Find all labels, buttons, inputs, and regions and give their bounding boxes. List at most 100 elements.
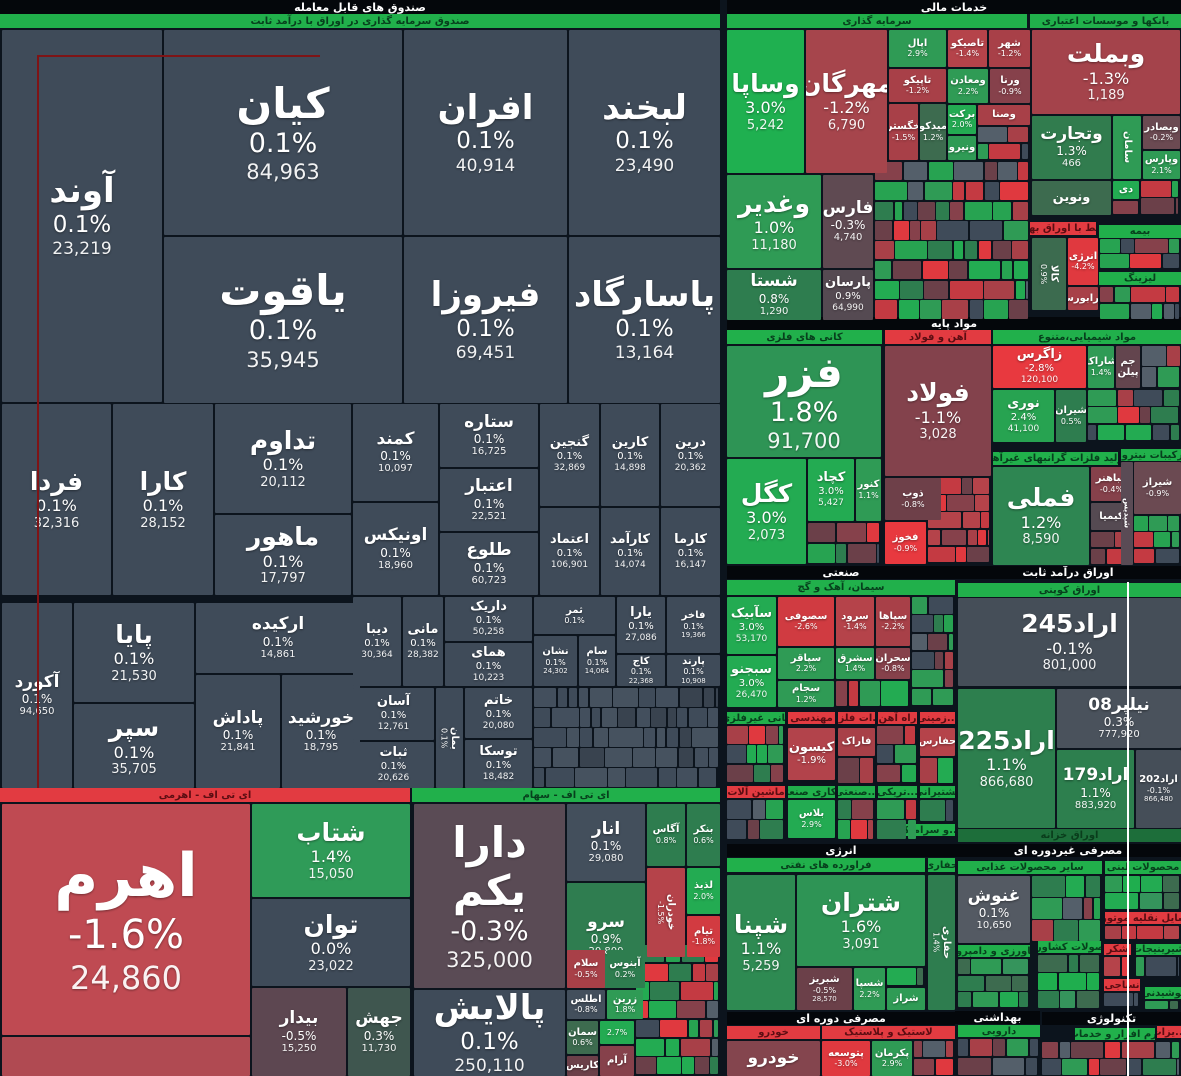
stock-tile[interactable]: سلام -0.5% — [567, 950, 605, 988]
micro-tile[interactable] — [881, 681, 909, 706]
micro-tile[interactable] — [709, 748, 719, 767]
micro-tile[interactable] — [953, 241, 964, 260]
micro-tile[interactable] — [1088, 407, 1117, 424]
micro-tile[interactable] — [727, 726, 748, 744]
stock-tile[interactable]: فاخر 0.1% 19,366 — [667, 597, 720, 653]
micro-tile[interactable] — [1141, 181, 1171, 197]
stock-tile[interactable]: نوری 2.4% 41,100 — [993, 390, 1054, 442]
micro-tile[interactable] — [779, 726, 784, 744]
sector-bar[interactable]: سیمان، آهک و گچ — [727, 580, 955, 595]
sector-bar[interactable]: راه آهن — [878, 712, 917, 724]
stock-tile[interactable]: شسپا 2.2% — [854, 968, 885, 1010]
micro-tile[interactable] — [1091, 532, 1114, 547]
micro-tile[interactable] — [1083, 898, 1093, 919]
micro-tile[interactable] — [1032, 920, 1053, 941]
micro-tile[interactable] — [904, 726, 915, 744]
micro-tile[interactable] — [1163, 303, 1174, 319]
stock-tile[interactable]: پایا 0.1% 21,530 — [74, 603, 194, 702]
micro-tile[interactable] — [1168, 516, 1180, 531]
stock-tile[interactable]: خودرو — [727, 1041, 820, 1076]
micro-tile[interactable] — [984, 280, 1015, 299]
stock-tile[interactable]: سام 0.1% 14,064 — [579, 636, 615, 686]
micro-tile[interactable] — [534, 748, 552, 767]
micro-tile[interactable] — [727, 800, 752, 819]
stock-tile[interactable]: زرین 1.8% — [607, 990, 643, 1019]
micro-tile[interactable] — [608, 768, 625, 787]
micro-tile[interactable] — [978, 143, 988, 159]
micro-tile[interactable] — [1100, 1059, 1126, 1075]
micro-tile[interactable] — [1079, 920, 1101, 941]
sector-bar[interactable]: سرمایه گذاری — [727, 14, 1027, 28]
sector-bar[interactable]: ...رکیبات نیتروژن — [1121, 449, 1181, 461]
stock-tile[interactable]: آبنوس 0.2% — [607, 950, 643, 988]
micro-tile[interactable] — [677, 708, 688, 727]
micro-tile[interactable] — [1042, 1042, 1059, 1058]
micro-tile[interactable] — [1134, 532, 1153, 548]
stock-tile[interactable]: کنور 1.1% — [856, 459, 881, 521]
micro-tile[interactable] — [665, 1038, 680, 1056]
stock-tile[interactable]: شپنا 1.1% 5,259 — [727, 875, 795, 1010]
micro-tile[interactable] — [836, 543, 847, 563]
micro-tile[interactable] — [1087, 973, 1100, 990]
micro-tile[interactable] — [1104, 993, 1133, 1006]
sector-bar[interactable]: کشاورزی و دامپروری — [958, 945, 1030, 957]
micro-tile[interactable] — [575, 768, 607, 787]
micro-tile[interactable] — [892, 260, 922, 279]
micro-tile[interactable] — [912, 615, 933, 633]
micro-tile[interactable] — [969, 221, 1003, 240]
stock-tile[interactable]: وتجارت 1.3% 466 — [1032, 116, 1111, 179]
stock-tile[interactable]: پارند 0.1% 10,908 — [667, 655, 720, 686]
stock-tile[interactable]: کارین 0.1% 14,898 — [601, 404, 659, 506]
micro-tile[interactable] — [967, 546, 990, 563]
sector-bar[interactable]: کشتیرانی — [920, 786, 955, 798]
micro-tile[interactable] — [1104, 1042, 1121, 1058]
micro-tile[interactable] — [1164, 926, 1180, 939]
micro-tile[interactable] — [910, 221, 920, 240]
micro-tile[interactable] — [651, 708, 667, 727]
stock-tile[interactable]: آگاس 0.8% — [647, 804, 685, 866]
stock-tile[interactable]: خورشید 0.1% 18,795 — [282, 675, 360, 788]
micro-tile[interactable] — [908, 181, 924, 200]
micro-tile[interactable] — [677, 1001, 706, 1019]
micro-tile[interactable] — [1019, 992, 1029, 1008]
micro-tile[interactable] — [984, 300, 1008, 319]
micro-tile[interactable] — [838, 758, 859, 783]
micro-tile[interactable] — [903, 201, 917, 220]
micro-tile[interactable] — [1130, 254, 1162, 268]
micro-tile[interactable] — [698, 768, 717, 787]
stock-tile[interactable]: سپاها -2.2% — [876, 597, 910, 646]
micro-tile[interactable] — [912, 597, 928, 614]
micro-tile[interactable] — [1105, 926, 1121, 939]
micro-tile[interactable] — [934, 615, 943, 633]
sector-bar[interactable]: ...ات فلزی — [838, 712, 875, 724]
micro-tile[interactable] — [657, 1057, 681, 1075]
micro-tile[interactable] — [766, 726, 778, 744]
micro-tile[interactable] — [903, 162, 928, 181]
micro-tile[interactable] — [993, 1039, 1006, 1056]
sector-bar[interactable]: دارویی — [958, 1025, 1040, 1037]
micro-tile[interactable] — [677, 768, 698, 787]
micro-tile[interactable] — [984, 181, 999, 200]
micro-tile[interactable] — [1141, 876, 1162, 892]
micro-tile[interactable] — [727, 745, 746, 764]
micro-tile[interactable] — [875, 221, 893, 240]
micro-tile[interactable] — [1071, 1042, 1104, 1058]
micro-tile[interactable] — [962, 512, 980, 529]
sector-bar[interactable]: ...و سرامیک — [905, 824, 955, 836]
micro-tile[interactable] — [1137, 926, 1163, 939]
micro-tile[interactable] — [1063, 898, 1083, 919]
micro-tile[interactable] — [1121, 957, 1130, 976]
micro-tile[interactable] — [894, 745, 917, 764]
micro-tile[interactable] — [969, 1039, 992, 1056]
sector-bar[interactable]: ...زمینی — [920, 712, 955, 724]
micro-tile[interactable] — [1002, 959, 1029, 975]
stock-tile[interactable]: تاپیکو -1.2% — [889, 69, 946, 102]
micro-tile[interactable] — [1175, 198, 1179, 214]
stock-tile[interactable]: سامان — [1113, 116, 1141, 179]
micro-tile[interactable] — [998, 162, 1017, 181]
micro-tile[interactable] — [644, 728, 656, 747]
stock-tile[interactable]: سحران -0.8% — [876, 648, 910, 679]
stock-tile[interactable]: ونوین — [1032, 181, 1111, 215]
micro-tile[interactable] — [1134, 516, 1148, 531]
stock-tile[interactable]: پاسارگاد 0.1% 13,164 — [569, 237, 720, 403]
